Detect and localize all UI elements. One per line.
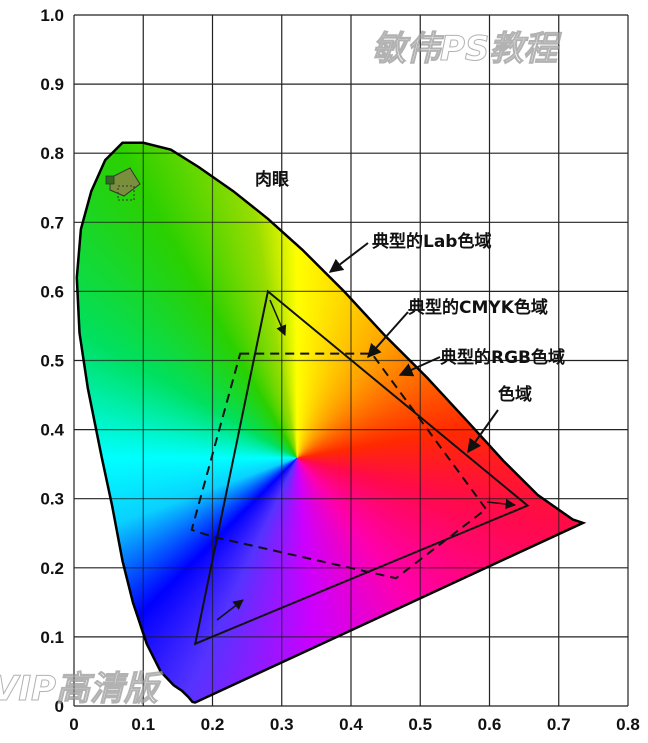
y-tick-label: 0.6 bbox=[40, 282, 64, 301]
annotation-naked-eye: 肉眼 bbox=[255, 169, 289, 190]
x-tick-label: 0 bbox=[69, 715, 78, 734]
arrow-gamut bbox=[467, 409, 499, 454]
watermark-top: 敏伟PS教程 bbox=[372, 29, 562, 69]
spectral-locus-outline bbox=[75, 141, 587, 704]
x-tick-label: 0.1 bbox=[131, 715, 155, 734]
watermarks: 敏伟PS教程 VIP高清版 bbox=[0, 29, 563, 710]
x-tick-label: 0.4 bbox=[339, 715, 363, 734]
annotation-rgb-gamut: 典型的RGB色域 bbox=[440, 347, 565, 368]
arrow-inner-3 bbox=[216, 599, 244, 621]
arrow-rgb bbox=[398, 356, 441, 377]
x-tick-label: 0.2 bbox=[201, 715, 225, 734]
y-tick-label: 0.4 bbox=[40, 421, 64, 440]
y-tick-label: 0.9 bbox=[40, 75, 64, 94]
series-layer bbox=[190, 289, 530, 646]
y-tick-label: 1.0 bbox=[40, 6, 64, 25]
axis-ticks: 0 0.1 0.2 0.3 0.4 0.5 0.6 0.7 0.8 0 0.1 0.2 0.3 0.4 0.… bbox=[40, 6, 639, 734]
series-cmyk-gamut bbox=[190, 352, 488, 580]
watermark-bottom: VIP高清版 bbox=[0, 669, 164, 709]
y-tick-label: 0.7 bbox=[40, 213, 64, 232]
y-tick-label: 0 bbox=[55, 697, 64, 716]
target-marker-icon bbox=[105, 167, 141, 201]
y-tick-label: 0.2 bbox=[40, 559, 64, 578]
y-tick-label: 0.1 bbox=[40, 628, 64, 647]
x-tick-label: 0.7 bbox=[547, 715, 571, 734]
annotation-gamut: 色域 bbox=[498, 384, 532, 405]
x-tick-label: 0.6 bbox=[478, 715, 502, 734]
annotations: 肉眼 典型的Lab色域 典型的CMYK色域 典型的RGB色域 色域 bbox=[255, 169, 565, 405]
arrow-inner-1 bbox=[269, 299, 287, 336]
arrow-lab bbox=[328, 242, 369, 273]
arrow-cmyk bbox=[367, 311, 409, 359]
annotation-arrows bbox=[216, 242, 517, 621]
x-tick-label: 0.5 bbox=[408, 715, 432, 734]
arrow-inner-2 bbox=[486, 498, 517, 510]
y-tick-label: 0.3 bbox=[40, 490, 64, 509]
x-tick-label: 0.8 bbox=[616, 715, 640, 734]
y-tick-label: 0.8 bbox=[40, 144, 64, 163]
annotation-lab-gamut: 典型的Lab色域 bbox=[372, 231, 491, 252]
annotation-cmyk-gamut: 典型的CMYK色域 bbox=[408, 297, 548, 318]
x-tick-label: 0.3 bbox=[270, 715, 294, 734]
series-rgb-gamut bbox=[193, 289, 530, 646]
y-tick-label: 0.5 bbox=[40, 352, 64, 371]
